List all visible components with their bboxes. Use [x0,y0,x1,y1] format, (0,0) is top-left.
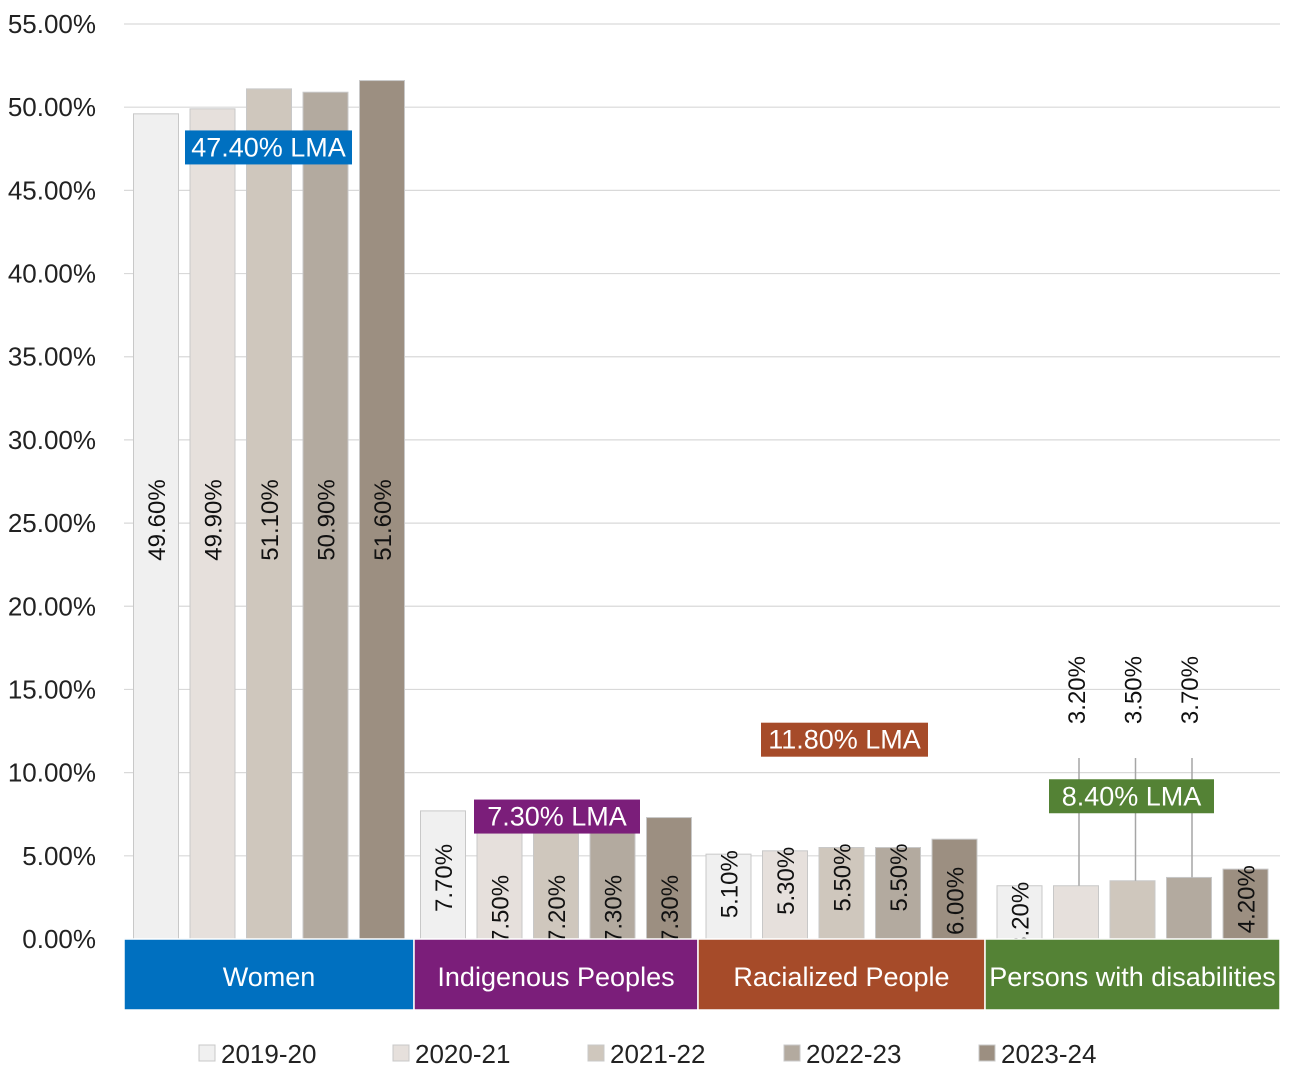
lma-annotations: 47.40% LMA 7.30% LMA 11.80% LMA 8.40% LMA [185,130,1214,834]
category-label: Women [223,962,316,992]
y-tick-label: 50.00% [8,92,96,122]
data-label: 3.20% [1064,656,1091,724]
y-tick-label: 5.00% [22,841,96,871]
data-label: 5.10% [717,850,744,918]
y-tick-label: 55.00% [8,9,96,39]
bar [1222,868,1269,940]
category-band [984,938,1281,1011]
data-label: 51.60% [370,479,397,560]
legend-swatch [587,1044,605,1062]
data-label: 3.70% [1177,656,1204,724]
data-label: 49.60% [144,479,171,560]
category-band [413,938,699,1011]
bar [996,885,1043,940]
bar [646,817,692,940]
data-label: 7.70% [431,844,458,912]
data-label: 5.30% [773,847,800,915]
bar [189,108,236,940]
lma-label: 8.40% LMA [1062,781,1202,811]
lma-label: 11.80% LMA [768,725,921,755]
y-tick-label: 40.00% [8,259,96,289]
lma-label: 47.40% LMA [191,132,346,162]
category-label: Racialized People [733,962,949,992]
lma-box [761,722,928,757]
y-tick-label: 25.00% [8,508,96,538]
bar [1166,876,1212,940]
y-tick-label: 15.00% [8,674,96,704]
bar [1109,880,1156,940]
category-label: Indigenous Peoples [437,962,674,992]
lma-box [1049,779,1214,814]
bar [1053,885,1099,940]
data-label: 7.20% [544,875,571,943]
y-tick-label: 10.00% [8,758,96,788]
legend-swatch [392,1044,410,1062]
lma-box [185,130,352,165]
category-bands: Women Indigenous Peoples Racialized People… [123,938,1281,1011]
data-label: 6.00% [943,867,970,935]
legend-label: 2021-22 [610,1039,705,1069]
bar [476,813,523,940]
bar [533,818,579,940]
legend-swatch [978,1044,996,1062]
y-tick-label: 30.00% [8,425,96,455]
legend: 2019-20 2020-21 2021-22 2022-23 2023-24 [198,1039,1096,1069]
bar [133,113,179,940]
data-label: 4.20% [1234,865,1261,933]
bar [302,91,349,940]
y-tick-label: 45.00% [8,175,96,205]
data-label: 3.50% [1121,656,1148,724]
legend-label: 2023-24 [1001,1039,1096,1069]
lma-box [474,799,640,834]
y-axis-ticks: 0.00% 5.00% 10.00% 15.00% 20.00% 25.00% 30.00%… [8,9,96,954]
data-label: 49.90% [201,479,228,560]
category-label: Persons with disabilities [989,962,1276,992]
data-labels: 49.60% 49.90% 51.10% 50.90% 51.60% 7.70% 7.50%… [144,479,1261,950]
y-tick-label: 20.00% [8,591,96,621]
data-label: 7.30% [657,875,684,943]
y-tick-label: 0.00% [22,924,96,954]
data-label: 5.50% [830,844,857,912]
bar [246,88,292,940]
category-band [123,938,415,1011]
bars [133,80,1269,940]
legend-label: 2020-21 [415,1039,510,1069]
bar [705,853,752,940]
data-label: 5.50% [886,844,913,912]
data-label: 7.30% [601,875,628,943]
legend-swatch [783,1044,801,1062]
bar [762,850,808,940]
legend-swatch [198,1044,216,1062]
lma-label: 7.30% LMA [487,802,627,832]
category-band [697,938,986,1011]
data-label: 50.90% [314,479,341,560]
data-label: 7.50% [488,875,515,943]
data-label: 51.10% [257,479,284,560]
legend-label: 2022-23 [806,1039,901,1069]
legend-label: 2019-20 [221,1039,316,1069]
y-tick-label: 35.00% [8,342,96,372]
